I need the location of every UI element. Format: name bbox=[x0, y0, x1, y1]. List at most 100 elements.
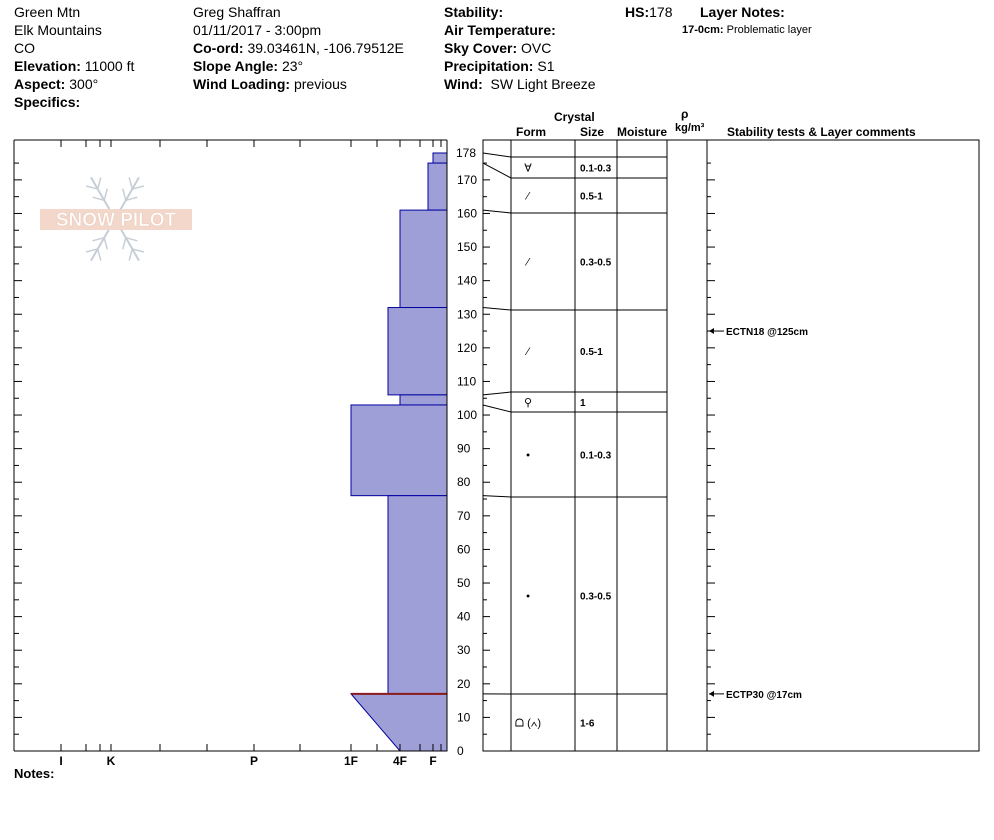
slope-value: 23° bbox=[281, 58, 304, 74]
hardness-label: F bbox=[429, 754, 436, 768]
elevation-value: 11000 ft bbox=[84, 58, 135, 74]
hardness-label: 1F bbox=[344, 754, 358, 768]
observer-name: Greg Shaffran bbox=[193, 4, 281, 20]
depth-label: 170 bbox=[457, 173, 477, 187]
precip-value: S1 bbox=[537, 58, 555, 74]
depth-label: 40 bbox=[457, 610, 471, 624]
aspect-value: 300° bbox=[69, 76, 99, 92]
crystal-form-7: ᗝ (∧) bbox=[515, 718, 541, 730]
depth-label: 70 bbox=[457, 509, 471, 523]
snowflake-branch bbox=[103, 237, 109, 250]
specifics-label: Specifics: bbox=[14, 94, 81, 110]
hs-label: HS: bbox=[625, 4, 650, 20]
wind-loading: Wind Loading: previous bbox=[193, 75, 347, 93]
snowflake-branch bbox=[96, 177, 102, 190]
snowflake-branch bbox=[132, 248, 145, 253]
slope-label: Slope Angle: bbox=[193, 58, 279, 74]
notes-label: Notes: bbox=[14, 766, 55, 781]
logo-banner bbox=[40, 209, 192, 230]
hardness-label: I bbox=[59, 754, 62, 768]
hardness-layer-4 bbox=[399, 394, 448, 406]
row-connector bbox=[482, 209, 512, 214]
sky-cover: Sky Cover: OVC bbox=[444, 39, 551, 57]
wind-value: SW Light Breeze bbox=[490, 76, 596, 92]
snow-height: HS:178 bbox=[625, 3, 672, 21]
observation-datetime: 01/11/2017 - 3:00pm bbox=[193, 22, 322, 38]
snowflake-branch bbox=[85, 185, 98, 190]
snowflake-branch bbox=[85, 248, 98, 253]
layer-notes-label: Layer Notes: bbox=[700, 4, 785, 20]
depth-label: 120 bbox=[457, 341, 477, 355]
form-header: Form bbox=[516, 125, 546, 139]
stability-test-0: ECTN18 @125cm bbox=[726, 327, 808, 338]
hs-value: 178 bbox=[649, 4, 673, 20]
crystal-form-2: ⁄ bbox=[524, 257, 531, 269]
crystal-size-5: 0.1-0.3 bbox=[580, 451, 612, 462]
layer-table-frame bbox=[482, 139, 980, 752]
site-name: Green Mtn bbox=[14, 4, 81, 20]
wind: Wind: SW Light Breeze bbox=[444, 75, 596, 93]
crystal-size-1: 0.5-1 bbox=[580, 192, 603, 203]
aspect: Aspect: 300° bbox=[14, 75, 98, 93]
crystal-form-6: • bbox=[526, 591, 530, 603]
logo-text: SNOW PILOT bbox=[56, 210, 177, 231]
depth-label: 50 bbox=[457, 576, 471, 590]
precip-label: Precipitation: bbox=[444, 58, 534, 74]
snowflake-branch bbox=[121, 237, 127, 250]
precipitation: Precipitation: S1 bbox=[444, 57, 554, 75]
hardness-layer-5 bbox=[350, 404, 448, 497]
snowflake-branch bbox=[132, 185, 145, 190]
row-connector bbox=[482, 162, 512, 179]
coordinates: Co-ord: 39.03461N, -106.79512E bbox=[193, 39, 404, 57]
depth-label: 140 bbox=[457, 274, 477, 288]
hardness-label: 4F bbox=[393, 754, 407, 768]
rho-header: ρ bbox=[681, 107, 689, 121]
stability-test-arrowhead bbox=[709, 690, 714, 697]
crystal-form-4: ⚲ bbox=[524, 397, 532, 409]
hardness-label: K bbox=[107, 754, 116, 768]
slope-angle: Slope Angle: 23° bbox=[193, 57, 303, 75]
snowflake-branch bbox=[128, 177, 134, 190]
depth-label: 178 bbox=[456, 146, 476, 160]
mountain-range: Elk Mountains bbox=[14, 22, 102, 38]
snowflake-branch bbox=[125, 236, 138, 242]
snow-pilot-logo: SNOW PILOT bbox=[40, 176, 192, 262]
size-header: Size bbox=[580, 125, 605, 139]
hardness-layer-3 bbox=[387, 307, 448, 396]
wind-label: Wind: bbox=[444, 76, 483, 92]
sky-value: OVC bbox=[521, 40, 552, 56]
crystal-size-2: 0.3-0.5 bbox=[580, 258, 612, 269]
snowflake-branch bbox=[128, 248, 134, 261]
moisture-header: Moisture bbox=[617, 125, 668, 139]
layer-note-range: 17-0cm: bbox=[682, 24, 724, 36]
elevation-label: Elevation: bbox=[14, 58, 81, 74]
snowflake-branch bbox=[121, 188, 127, 201]
snowflake-branch bbox=[92, 196, 105, 202]
sky-label: Sky Cover: bbox=[444, 40, 518, 56]
stability-comments-header: Stability tests & Layer comments bbox=[727, 125, 916, 139]
depth-label: 80 bbox=[457, 475, 471, 489]
hardness-layer-1 bbox=[427, 162, 448, 211]
depth-label: 110 bbox=[457, 374, 476, 388]
snowflake-branch bbox=[92, 236, 105, 242]
depth-label: 100 bbox=[457, 408, 477, 422]
crystal-size-0: 0.1-0.3 bbox=[580, 164, 612, 175]
row-connector bbox=[482, 495, 512, 498]
coord-value: 39.03461N, -106.79512E bbox=[247, 40, 404, 56]
depth-label: 150 bbox=[457, 240, 477, 254]
wind-loading-label: Wind Loading: bbox=[193, 76, 291, 92]
stability-test-1: ECTP30 @17cm bbox=[726, 690, 802, 701]
crystal-size-6: 0.3-0.5 bbox=[580, 592, 612, 603]
row-connector bbox=[482, 404, 512, 413]
depth-label: 30 bbox=[457, 643, 471, 657]
coord-label: Co-ord: bbox=[193, 40, 244, 56]
depth-label: 90 bbox=[457, 442, 471, 456]
crystal-size-7: 1-6 bbox=[580, 719, 595, 730]
hardness-label: P bbox=[250, 754, 258, 768]
aspect-label: Aspect: bbox=[14, 76, 66, 92]
crystal-form-5: • bbox=[526, 450, 530, 462]
crystal-header: Crystal bbox=[554, 110, 595, 124]
depth-label: 60 bbox=[457, 542, 471, 556]
hardness-layer-7 bbox=[349, 693, 448, 752]
